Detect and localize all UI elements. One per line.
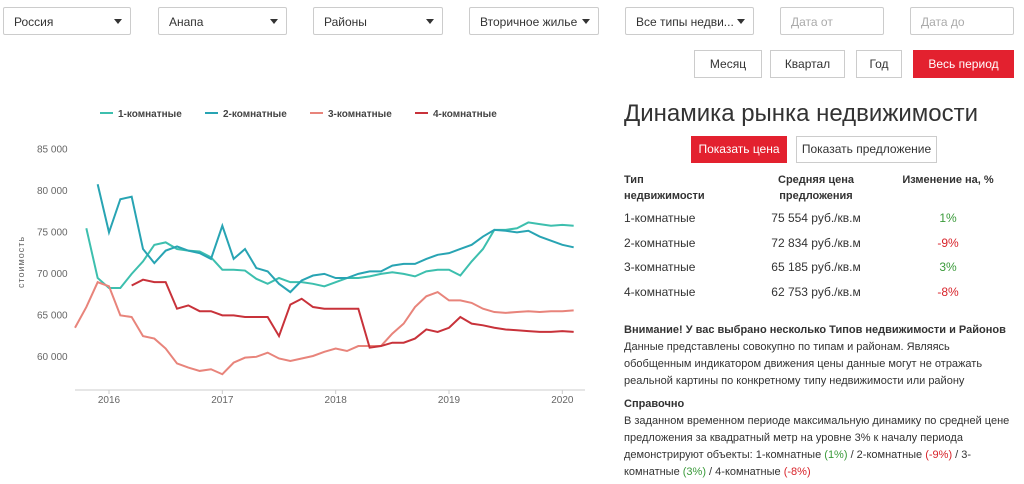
reference-text: В заданном временном периоде максимальну… — [624, 413, 1016, 481]
y-axis-label: стоимость — [16, 236, 26, 288]
period-button[interactable]: Год — [856, 50, 902, 78]
table-header: Тип недвижимости — [624, 174, 705, 202]
reference-part: В заданном временном периоде максимальну… — [624, 415, 1013, 461]
panel-title: Динамика рынка недвижимости — [624, 100, 979, 127]
row-price: 65 185 руб./кв.м — [771, 260, 861, 274]
series-line — [96, 184, 574, 294]
row-type: 1-комнатные — [624, 211, 696, 225]
y-tick-label: 85 000 — [37, 144, 68, 155]
select[interactable]: Россия — [3, 7, 131, 35]
legend-label: 1-комнатные — [118, 109, 182, 120]
warning-title: Внимание! У вас выбрано несколько Типов … — [624, 324, 1006, 336]
period-button[interactable]: Квартал — [770, 50, 845, 78]
x-tick-label: 2018 — [325, 395, 348, 406]
reference-part: (3%) — [682, 466, 706, 478]
reference-part: (-9%) — [925, 449, 953, 461]
legend-label: 3-комнатные — [328, 109, 392, 120]
period-button[interactable]: Весь период — [913, 50, 1014, 78]
series-line — [85, 221, 574, 289]
chart: стоимость 60 000 65 000 70 000 75 000 80 000… — [16, 109, 585, 406]
date-input[interactable]: Дата от — [780, 7, 884, 35]
period-button[interactable]: Месяц — [694, 50, 762, 78]
row-type: 3-комнатные — [624, 260, 696, 274]
select[interactable]: Вторичное жилье — [469, 7, 599, 35]
x-tick-label: 2016 — [98, 395, 121, 406]
row-price: 75 554 руб./кв.м — [771, 211, 861, 225]
table-header: Средняя цена предложения — [778, 174, 854, 202]
table-header: Изменение на, % — [902, 174, 994, 186]
button[interactable]: Показать цена — [691, 136, 787, 163]
legend-label: 4-комнатные — [433, 109, 497, 120]
reference-part: / 4-комнатные — [706, 466, 784, 478]
reference-part: (-8%) — [783, 466, 811, 478]
warning-text: Данные представлены совокупно по типам и… — [624, 341, 983, 387]
series-line — [131, 278, 574, 349]
reference-part: / 2-комнатные — [847, 449, 926, 461]
x-tick-label: 2017 — [211, 395, 234, 406]
x-tick-label: 2019 — [438, 395, 461, 406]
x-tick-label: 2020 — [551, 395, 574, 406]
row-change: -9% — [937, 235, 959, 250]
row-type: 4-комнатные — [624, 284, 696, 299]
y-tick-label: 80 000 — [37, 186, 68, 197]
button[interactable]: Показать предложение — [796, 136, 937, 163]
reference-part: (1%) — [824, 449, 848, 461]
row-change: -8% — [937, 284, 959, 299]
select[interactable]: Районы — [313, 7, 443, 35]
warning: Внимание! У вас выбрано несколько Типов … — [624, 322, 1016, 481]
reference-part: / 3-комнатные — [624, 449, 972, 478]
select[interactable]: Все типы недви... — [625, 7, 754, 35]
reference-title: Справочно — [624, 398, 685, 410]
row-price: 72 834 руб./кв.м — [771, 235, 861, 250]
y-tick-label: 60 000 — [37, 352, 68, 363]
row-price: 62 753 руб./кв.м — [771, 284, 861, 299]
y-tick-label: 65 000 — [37, 310, 68, 321]
row-change: 3% — [939, 260, 957, 274]
y-tick-label: 75 000 — [37, 227, 68, 238]
row-change: 1% — [939, 211, 957, 225]
row-type: 2-комнатные — [624, 235, 696, 250]
legend-label: 2-комнатные — [223, 109, 287, 120]
y-tick-label: 70 000 — [37, 269, 68, 280]
select[interactable]: Анапа — [158, 7, 287, 35]
series-line — [74, 280, 574, 376]
date-input[interactable]: Дата до — [910, 7, 1014, 35]
